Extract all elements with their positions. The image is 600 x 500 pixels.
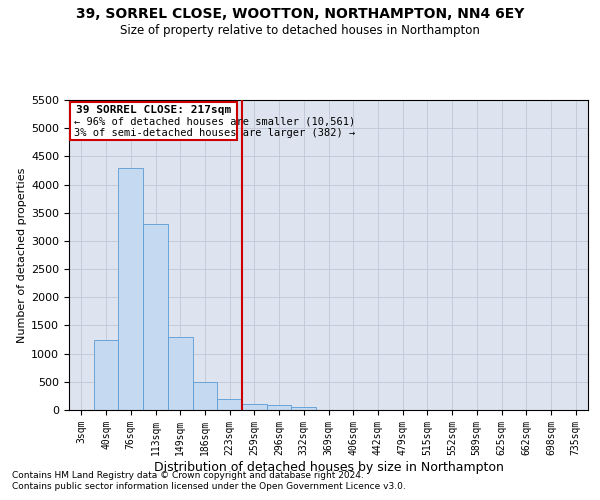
Bar bbox=[94, 340, 118, 410]
Text: 39 SORREL CLOSE: 217sqm: 39 SORREL CLOSE: 217sqm bbox=[76, 105, 231, 115]
Text: 3% of semi-detached houses are larger (382) →: 3% of semi-detached houses are larger (3… bbox=[74, 128, 355, 138]
Y-axis label: Number of detached properties: Number of detached properties bbox=[17, 168, 27, 342]
Bar bbox=[168, 336, 193, 410]
FancyBboxPatch shape bbox=[70, 102, 237, 140]
Bar bbox=[193, 382, 217, 410]
Text: 39, SORREL CLOSE, WOOTTON, NORTHAMPTON, NN4 6EY: 39, SORREL CLOSE, WOOTTON, NORTHAMPTON, … bbox=[76, 8, 524, 22]
Bar bbox=[242, 404, 267, 410]
Text: Contains HM Land Registry data © Crown copyright and database right 2024.: Contains HM Land Registry data © Crown c… bbox=[12, 471, 364, 480]
X-axis label: Distribution of detached houses by size in Northampton: Distribution of detached houses by size … bbox=[154, 460, 503, 473]
Text: ← 96% of detached houses are smaller (10,561): ← 96% of detached houses are smaller (10… bbox=[74, 116, 355, 126]
Bar bbox=[292, 407, 316, 410]
Text: Contains public sector information licensed under the Open Government Licence v3: Contains public sector information licen… bbox=[12, 482, 406, 491]
Bar bbox=[217, 398, 242, 410]
Text: Size of property relative to detached houses in Northampton: Size of property relative to detached ho… bbox=[120, 24, 480, 37]
Bar bbox=[267, 406, 292, 410]
Bar bbox=[143, 224, 168, 410]
Bar bbox=[118, 168, 143, 410]
